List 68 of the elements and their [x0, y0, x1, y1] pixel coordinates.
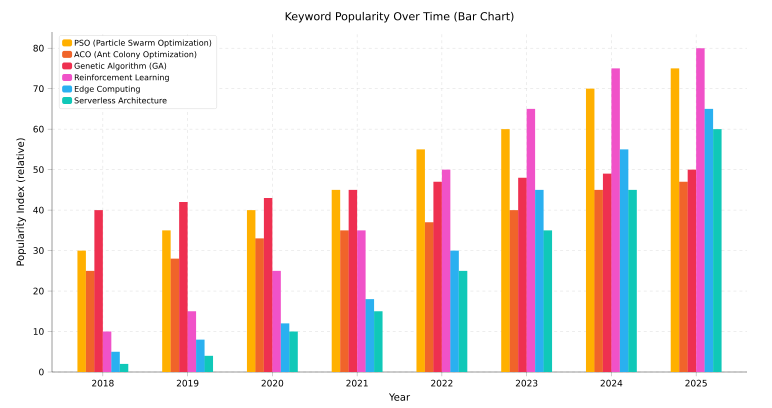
y-tick-label: 80 [33, 44, 44, 52]
bar [510, 210, 518, 372]
bar [255, 238, 264, 372]
x-tick-label: 2021 [346, 380, 368, 387]
bar [602, 174, 612, 372]
bar [196, 340, 205, 372]
bar [188, 311, 196, 372]
bar [120, 364, 128, 372]
bar [86, 270, 94, 372]
x-tick-label: 2025 [685, 380, 707, 387]
bar [162, 230, 171, 372]
y-tick-label: 40 [33, 206, 44, 214]
bar [688, 170, 696, 372]
y-tick-label: 0 [39, 368, 44, 376]
bar [264, 198, 272, 372]
bar [670, 68, 680, 372]
bar [94, 210, 103, 372]
chart-title: Keyword Popularity Over Time (Bar Chart) [286, 12, 514, 23]
x-tick-label: 2024 [600, 380, 622, 387]
x-tick-label: 2019 [176, 380, 198, 387]
x-tick-label: 2023 [516, 380, 538, 387]
bar [204, 356, 214, 372]
bar [713, 129, 722, 372]
bar [594, 190, 603, 372]
bar [280, 323, 290, 372]
bar [526, 108, 536, 372]
bar [332, 190, 340, 372]
bar [102, 332, 112, 372]
bar [518, 178, 527, 372]
y-tick-label: 50 [34, 166, 44, 174]
y-tick-label: 70 [34, 85, 44, 92]
y-tick-label: 30 [34, 247, 44, 254]
bar [340, 230, 349, 372]
bar [366, 299, 374, 372]
x-tick-label: 2018 [92, 380, 114, 387]
bar [458, 270, 468, 372]
bar [501, 129, 510, 372]
bar [416, 149, 425, 372]
bar [289, 332, 298, 372]
y-axis-title: Popularity Index (relative) [16, 138, 26, 266]
x-tick-label: 2022 [431, 380, 452, 387]
bar [544, 230, 552, 372]
bar [535, 190, 544, 372]
bar [611, 68, 620, 372]
bar [357, 230, 366, 372]
bar [170, 258, 180, 372]
bar [374, 311, 383, 372]
bar [111, 352, 120, 372]
bar [348, 190, 358, 372]
bar [620, 149, 628, 372]
y-tick-label: 60 [33, 126, 44, 133]
x-axis-title: Year [388, 393, 410, 401]
bar [704, 108, 714, 372]
bar [679, 182, 688, 372]
bar [272, 270, 281, 372]
x-tick-label: 2020 [262, 380, 284, 387]
bar [433, 182, 442, 372]
y-tick-label: 10 [34, 328, 44, 335]
bar [450, 250, 459, 372]
bar [77, 250, 86, 372]
bar [628, 190, 637, 372]
bar [442, 170, 450, 372]
bar [696, 48, 705, 372]
y-tick-label: 20 [33, 288, 44, 294]
bar [586, 88, 594, 372]
bar [179, 202, 188, 372]
bar [246, 210, 256, 372]
bar [424, 222, 434, 372]
